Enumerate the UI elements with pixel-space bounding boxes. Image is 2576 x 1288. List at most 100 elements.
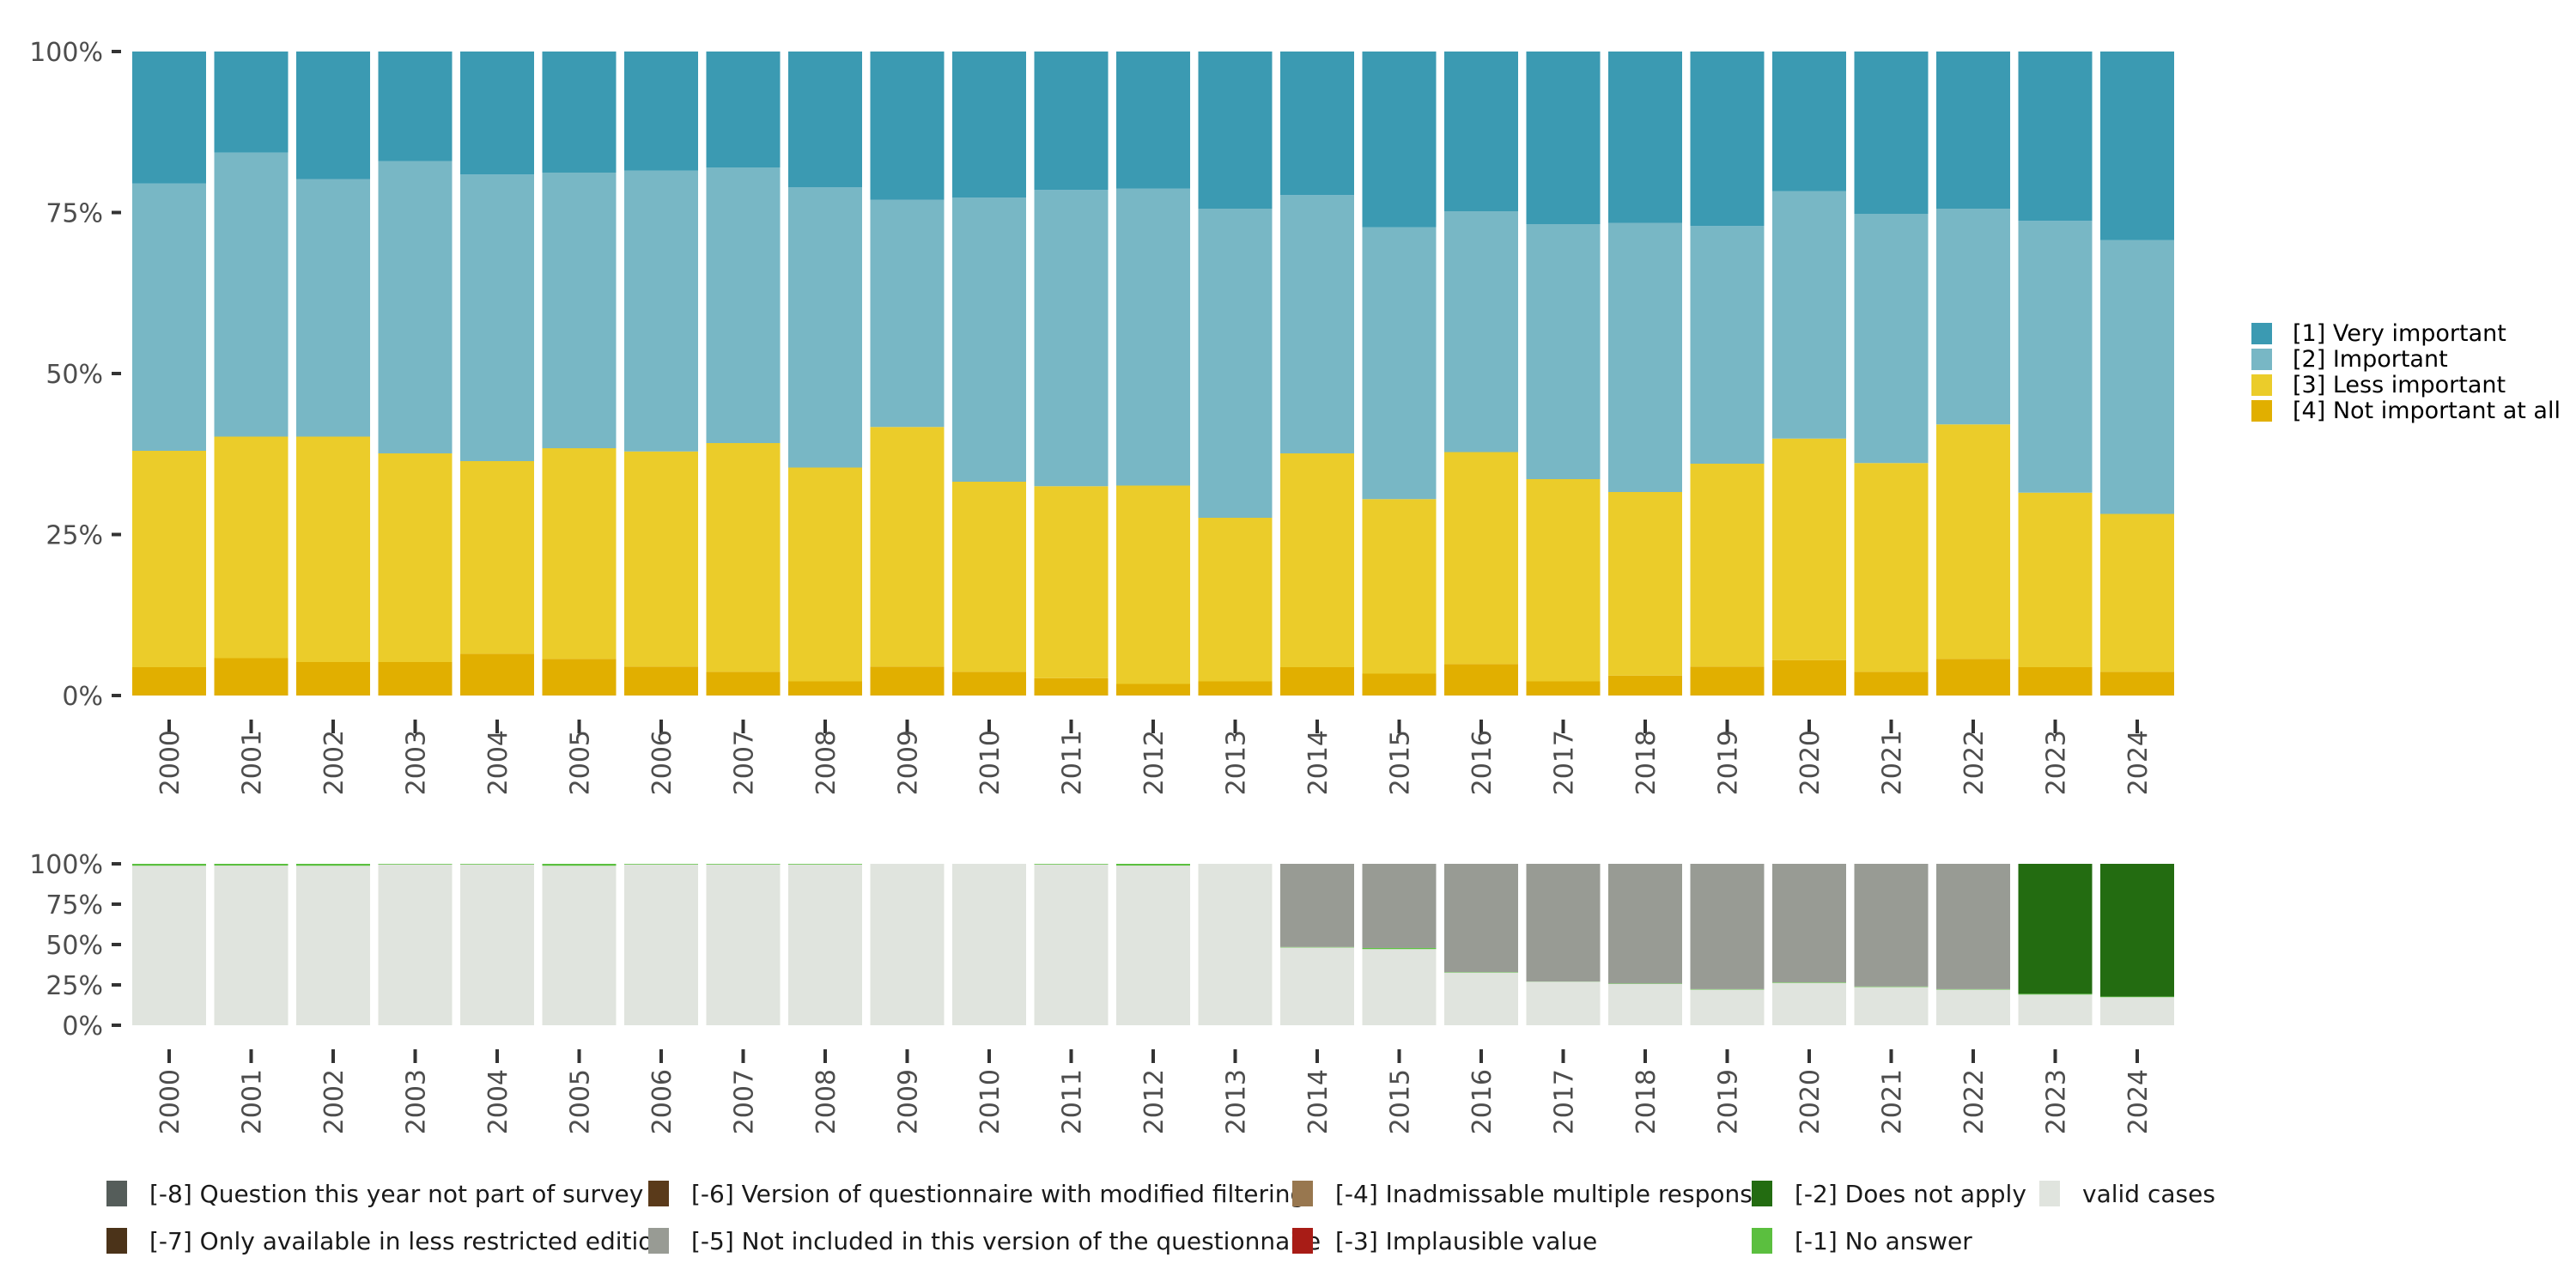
- bar-segment-2019--4-not-important-at-all: [1690, 666, 1765, 696]
- bar-segment-2023--4-not-important-at-all: [2018, 667, 2093, 696]
- legend-swatch-3: [2251, 374, 2272, 396]
- bar-segment-2008--1-very-important: [788, 52, 862, 188]
- bar-segment-2015--1-very-important: [1362, 52, 1437, 228]
- bar-segment-2016--1-very-important: [1444, 52, 1518, 211]
- bar-segment-2012--2-important: [1116, 188, 1190, 486]
- bar-segment-2022--3-less-important: [1936, 424, 2010, 659]
- bar-segment-2003--1-no-answer: [378, 864, 453, 865]
- bar-segment-2017--3-less-important: [1526, 479, 1601, 682]
- bar-segment-2015--1-no-answer: [1362, 947, 1437, 950]
- bar-segment-2015--3-less-important: [1362, 499, 1437, 674]
- bar-segment-2016--4-not-important-at-all: [1444, 664, 1518, 696]
- x-tick-label: 2016: [1467, 1069, 1498, 1134]
- bar-segment-2019--3-less-important: [1690, 464, 1765, 667]
- top-bars: [132, 52, 2174, 696]
- bar-segment-2012-valid-cases: [1116, 866, 1190, 1025]
- bar-segment-2018-valid-cases: [1608, 983, 1682, 1025]
- legend-swatch--8-question-this-year-not-part-of-survey: [106, 1181, 127, 1206]
- bar-segment-2000--1-very-important: [132, 52, 206, 184]
- bar-segment-2016--5-not-included-in-this-version-of-the-questionnaire: [1444, 864, 1518, 973]
- bottom-x-axis: 2000 2001 2002 2003 2004 2005 2006 2007 2008 2009…: [155, 1049, 2154, 1134]
- bar-segment-2016-valid-cases: [1444, 972, 1518, 1025]
- bar-segment-2000--3-less-important: [132, 451, 206, 667]
- y-tick-label: 100%: [29, 38, 103, 68]
- bar-segment-2019--1-no-answer: [1690, 988, 1765, 990]
- x-tick-label: 2016: [1467, 730, 1498, 795]
- legend-label: [-6] Version of questionnaire with modif…: [691, 1180, 1305, 1208]
- bar-segment-2023--2-important: [2018, 221, 2093, 493]
- bar-segment-2012--3-less-important: [1116, 485, 1190, 684]
- bar-segment-2005--4-not-important-at-all: [542, 659, 617, 696]
- x-tick-label: 2020: [1795, 1069, 1826, 1134]
- bar-segment-2009--4-not-important-at-all: [870, 666, 945, 696]
- bar-segment-2003-valid-cases: [378, 864, 453, 1025]
- x-tick-label: 2019: [1714, 730, 1744, 795]
- bar-segment-2011--1-very-important: [1034, 52, 1109, 191]
- y-tick-label: 0%: [62, 1012, 103, 1042]
- bar-segment-2023--2-does-not-apply: [2018, 864, 2093, 994]
- bar-segment-2016--2-important: [1444, 211, 1518, 453]
- y-tick-label: 50%: [46, 360, 103, 390]
- bar-segment-2020--2-important: [1772, 191, 1846, 439]
- bar-segment-2019--5-not-included-in-this-version-of-the-questionnaire: [1690, 864, 1765, 989]
- top-panel: 0% 25% 50% 75% 100% 2000 2001 2002 2003 2004 2005…: [29, 38, 2174, 795]
- bar-segment-2000--2-important: [132, 183, 206, 451]
- bar-segment-2011-valid-cases: [1034, 864, 1109, 1025]
- bar-segment-2006--3-less-important: [624, 451, 698, 667]
- bar-segment-2010--3-less-important: [952, 482, 1026, 672]
- bar-segment-2017--4-not-important-at-all: [1526, 681, 1601, 696]
- x-tick-label: 2021: [1878, 1069, 1908, 1134]
- bar-segment-2017-valid-cases: [1526, 981, 1601, 1025]
- y-tick-label: 25%: [46, 521, 103, 551]
- bar-segment-2023--1-no-answer: [2018, 993, 2093, 995]
- legend-swatch-2: [2251, 349, 2272, 370]
- top-y-axis: 0% 25% 50% 75% 100%: [29, 38, 121, 712]
- bar-segment-2001-valid-cases: [214, 866, 289, 1025]
- bar-segment-2013--1-very-important: [1198, 52, 1273, 209]
- bar-segment-2007--1-very-important: [706, 52, 781, 167]
- bar-segment-2014--5-not-included-in-this-version-of-the-questionnaire: [1280, 864, 1354, 947]
- bar-segment-2018--4-not-important-at-all: [1608, 675, 1682, 696]
- bar-segment-2007-valid-cases: [706, 864, 781, 1025]
- x-tick-label: 2013: [1222, 730, 1252, 795]
- legend-swatch--5-not-included-in-this-version-of-the-questionnaire: [648, 1228, 669, 1254]
- bar-segment-2019--2-important: [1690, 226, 1765, 464]
- bar-segment-2011--2-important: [1034, 190, 1109, 487]
- bar-segment-2001--1-no-answer: [214, 864, 289, 866]
- bar-segment-2020--3-less-important: [1772, 438, 1846, 660]
- bar-segment-2008--4-not-important-at-all: [788, 681, 862, 696]
- x-tick-label: 2008: [811, 730, 841, 795]
- legend-label: [-1] No answer: [1795, 1227, 1972, 1255]
- bar-segment-2006-valid-cases: [624, 864, 698, 1025]
- x-tick-label: 2006: [647, 730, 677, 795]
- x-tick-label: 2009: [894, 730, 924, 795]
- legend-label: [-5] Not included in this version of the…: [691, 1227, 1321, 1255]
- bar-segment-2000--1-no-answer: [132, 864, 206, 866]
- bar-segment-2001--2-important: [214, 152, 289, 437]
- bar-segment-2022-valid-cases: [1936, 989, 2010, 1025]
- bar-segment-2009-valid-cases: [870, 864, 945, 1025]
- x-tick-label: 2002: [319, 730, 349, 795]
- bottom-y-axis: 0% 25% 50% 75% 100%: [29, 850, 121, 1042]
- bar-segment-2010-valid-cases: [952, 864, 1026, 1025]
- legend-swatch--4-inadmissable-multiple-response: [1292, 1181, 1313, 1206]
- bar-segment-2024--2-does-not-apply: [2100, 864, 2174, 997]
- bar-segment-2018--2-important: [1608, 222, 1682, 492]
- bar-segment-2023--1-very-important: [2018, 52, 2093, 222]
- bar-segment-2014--3-less-important: [1280, 453, 1354, 667]
- bar-segment-2009--1-very-important: [870, 52, 945, 200]
- bar-segment-2002--3-less-important: [296, 436, 370, 662]
- bar-segment-2023--3-less-important: [2018, 492, 2093, 667]
- bar-segment-2005--1-very-important: [542, 52, 617, 173]
- x-tick-label: 2011: [1058, 1069, 1088, 1134]
- legend-label-4: [4] Not important at all: [2293, 398, 2561, 424]
- bar-segment-2008--2-important: [788, 187, 862, 468]
- x-tick-label: 2010: [975, 1069, 1005, 1134]
- x-tick-label: 2019: [1714, 1069, 1744, 1134]
- bar-segment-2018--1-no-answer: [1608, 983, 1682, 984]
- bar-segment-2024--2-important: [2100, 240, 2174, 514]
- bottom-bars: [132, 864, 2174, 1025]
- y-tick-label: 50%: [46, 931, 103, 961]
- bar-segment-2012--1-no-answer: [1116, 864, 1190, 866]
